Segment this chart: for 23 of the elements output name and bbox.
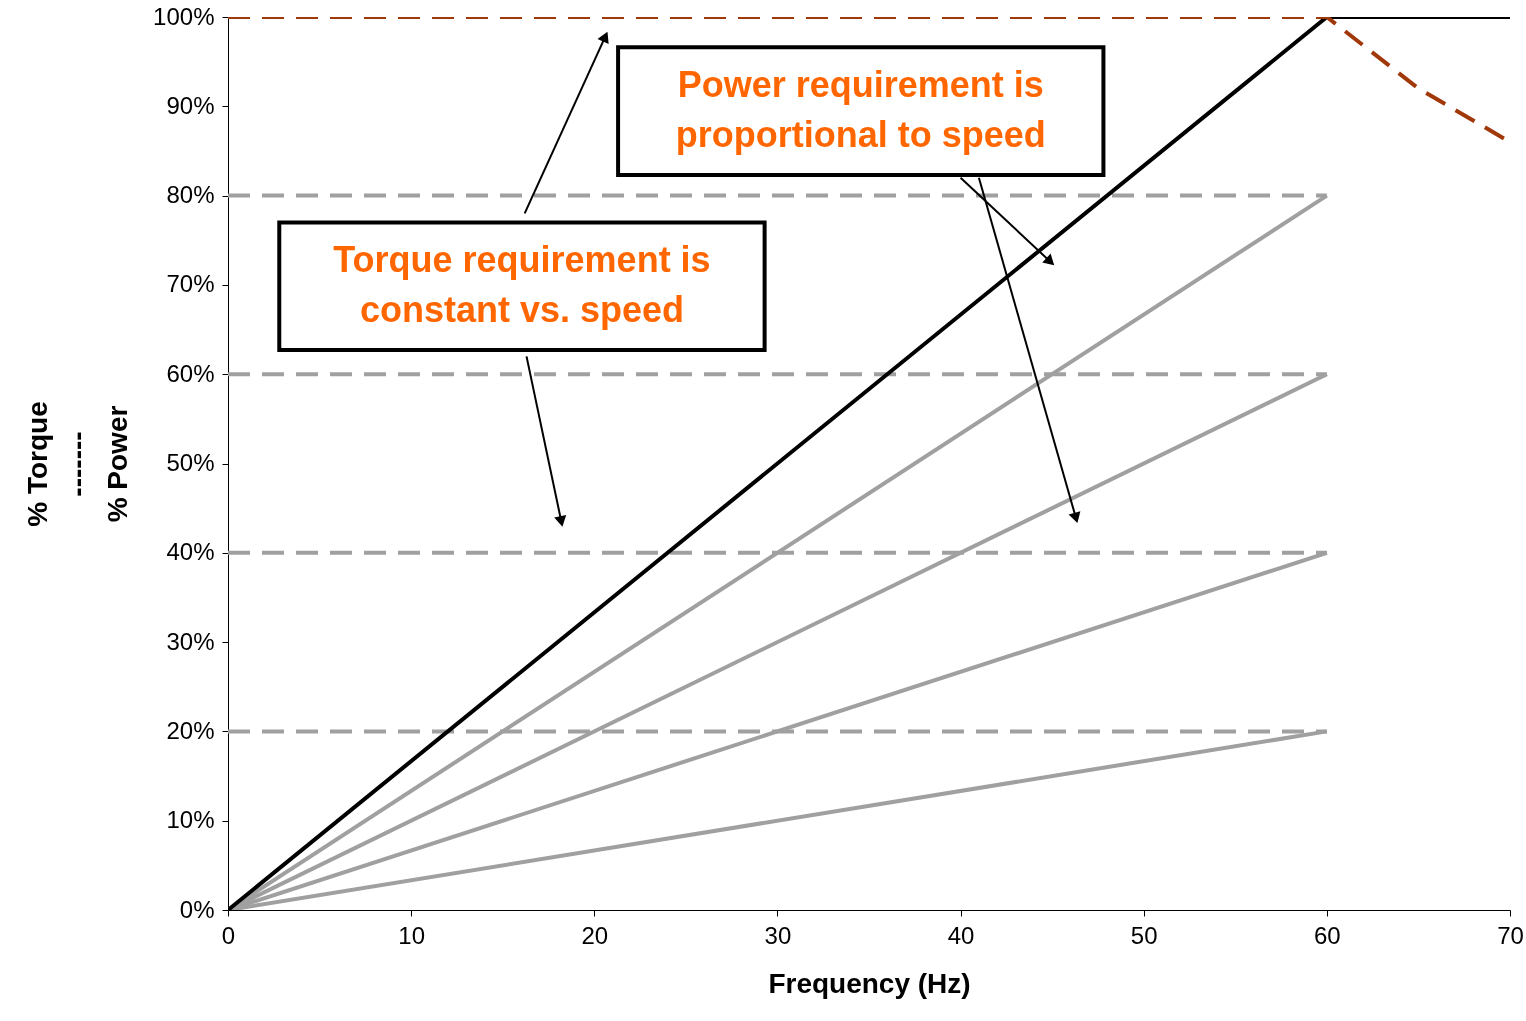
y-tick-label: 0% [179,895,215,923]
y-tick-label: 60% [166,359,215,387]
x-tick-label: 40 [947,921,975,949]
annotation: Torque requirement is constant vs. speed [333,239,711,331]
y-tick-label: 20% [166,716,215,744]
y-tick-label: 100% [153,2,215,30]
y-axis-title: % Torque ------- % Power [22,401,134,527]
annotation: Power requirement is proportional to speed [675,64,1046,156]
x-tick-label: 20 [581,921,609,949]
x-tick-label: 60 [1314,921,1341,949]
x-tick-label: 30 [764,921,792,949]
x-tick-label: 0 [221,921,236,949]
x-tick-label: 10 [398,921,425,949]
x-tick-label: 50 [1130,921,1158,949]
y-tick-label: 50% [166,449,215,476]
y-tick-label: 80% [166,181,215,209]
y-tick-label: 30% [166,627,215,655]
x-tick-label: 70 [1497,921,1524,949]
x-axis-title: Frequency (Hz) [768,967,971,999]
y-tick-label: 70% [166,270,215,298]
y-tick-label: 40% [166,538,215,566]
y-tick-label: 10% [166,806,215,834]
y-tick-label: 90% [166,91,215,119]
